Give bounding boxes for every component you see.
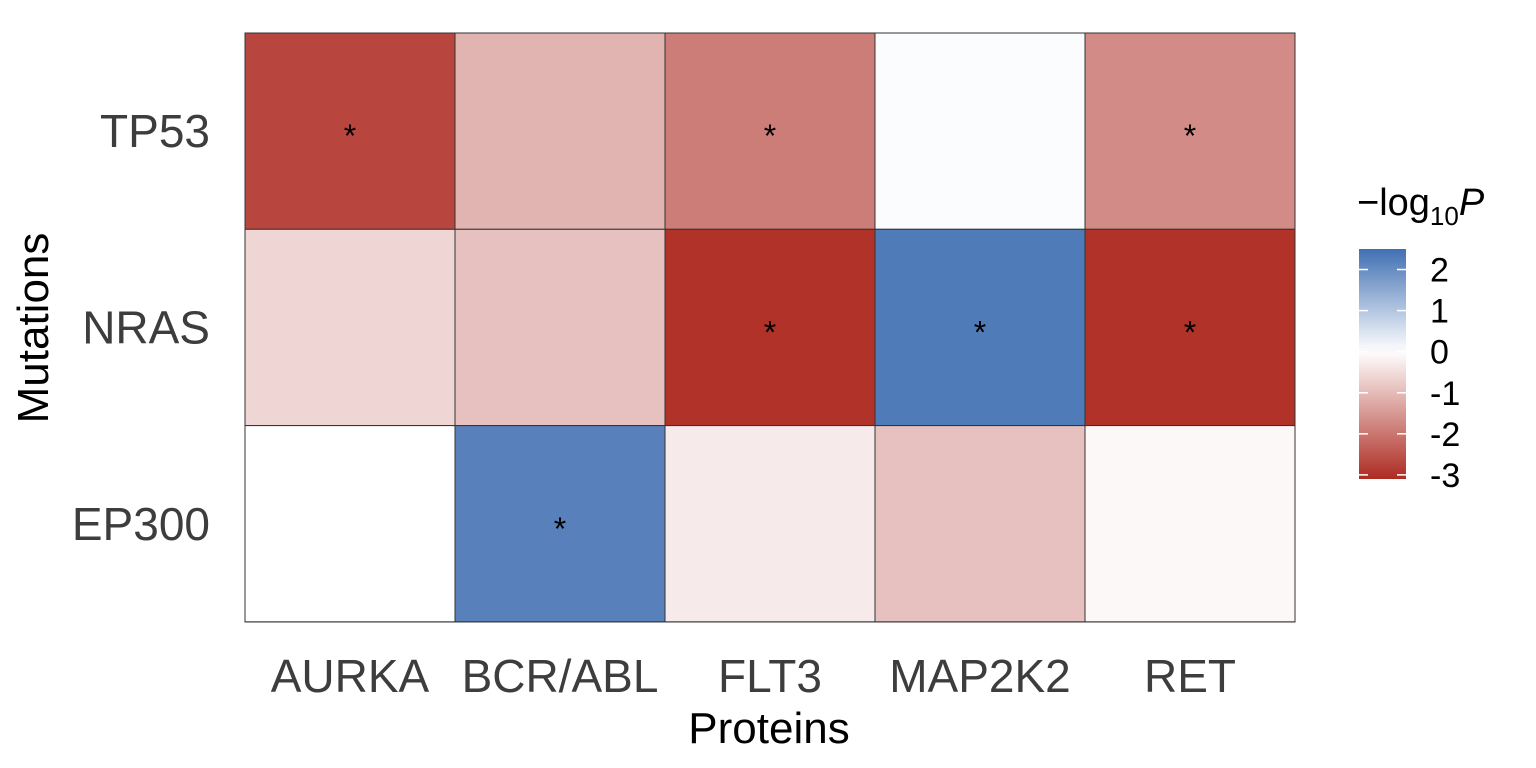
legend-title-subscript: 10	[1430, 201, 1459, 231]
x-axis-title: Proteins	[688, 704, 849, 753]
heatmap-cell	[664, 228, 876, 427]
heatmap-cell	[454, 228, 666, 427]
significance-marker: *	[554, 511, 566, 547]
significance-marker: *	[1184, 118, 1196, 154]
x-tick-labels: AURKA BCR/ABL FLT3 MAP2K2 RET	[271, 650, 1236, 702]
x-tick-label: FLT3	[718, 650, 822, 702]
x-tick-label: BCR/ABL	[462, 650, 659, 702]
legend-tick-label: -3	[1430, 457, 1460, 495]
x-tick-label: AURKA	[271, 650, 430, 702]
plot-border	[244, 32, 1296, 623]
x-tick-label: MAP2K2	[889, 650, 1071, 702]
significance-markers: * * * * * * *	[344, 118, 1196, 547]
legend-colorbar	[1359, 249, 1406, 479]
heatmap-cell	[454, 32, 666, 230]
heatmap-cell	[664, 425, 876, 623]
y-tick-label: NRAS	[82, 301, 210, 353]
heatmap-cell	[874, 425, 1086, 623]
legend-tick-label: 0	[1430, 334, 1449, 372]
y-tick-label: EP300	[72, 498, 210, 550]
significance-marker: *	[344, 118, 356, 154]
y-tick-label: TP53	[100, 105, 210, 157]
y-axis-title: Mutations	[9, 233, 58, 424]
heatmap-cell	[1084, 425, 1296, 623]
significance-marker: *	[764, 314, 776, 350]
color-legend: −log10P 210-1-2-3	[1357, 182, 1485, 495]
y-tick-labels: TP53 NRAS EP300	[72, 105, 210, 550]
significance-marker: *	[764, 118, 776, 154]
heatmap-cell	[244, 32, 456, 230]
x-tick-label: RET	[1144, 650, 1236, 702]
heatmap-cell	[244, 425, 456, 623]
legend-tick-label: -1	[1430, 375, 1460, 413]
heatmap-cell	[1084, 228, 1296, 427]
heatmap-cell	[874, 32, 1086, 230]
legend-title-prefix: −log	[1357, 182, 1430, 224]
heatmap-cell	[454, 425, 666, 623]
legend-tick-label: 2	[1430, 252, 1449, 290]
significance-marker: *	[974, 314, 986, 350]
significance-marker: *	[1184, 314, 1196, 350]
legend-tick-label: -2	[1430, 416, 1460, 454]
legend-ticks: 210-1-2-3	[1359, 252, 1460, 495]
legend-title-variable: P	[1459, 182, 1485, 224]
heatmap-cell	[244, 228, 456, 427]
legend-title: −log10P	[1357, 182, 1485, 231]
heatmap-cells	[244, 32, 1296, 623]
heatmap-cell	[1084, 32, 1296, 230]
legend-tick-label: 1	[1430, 293, 1449, 331]
